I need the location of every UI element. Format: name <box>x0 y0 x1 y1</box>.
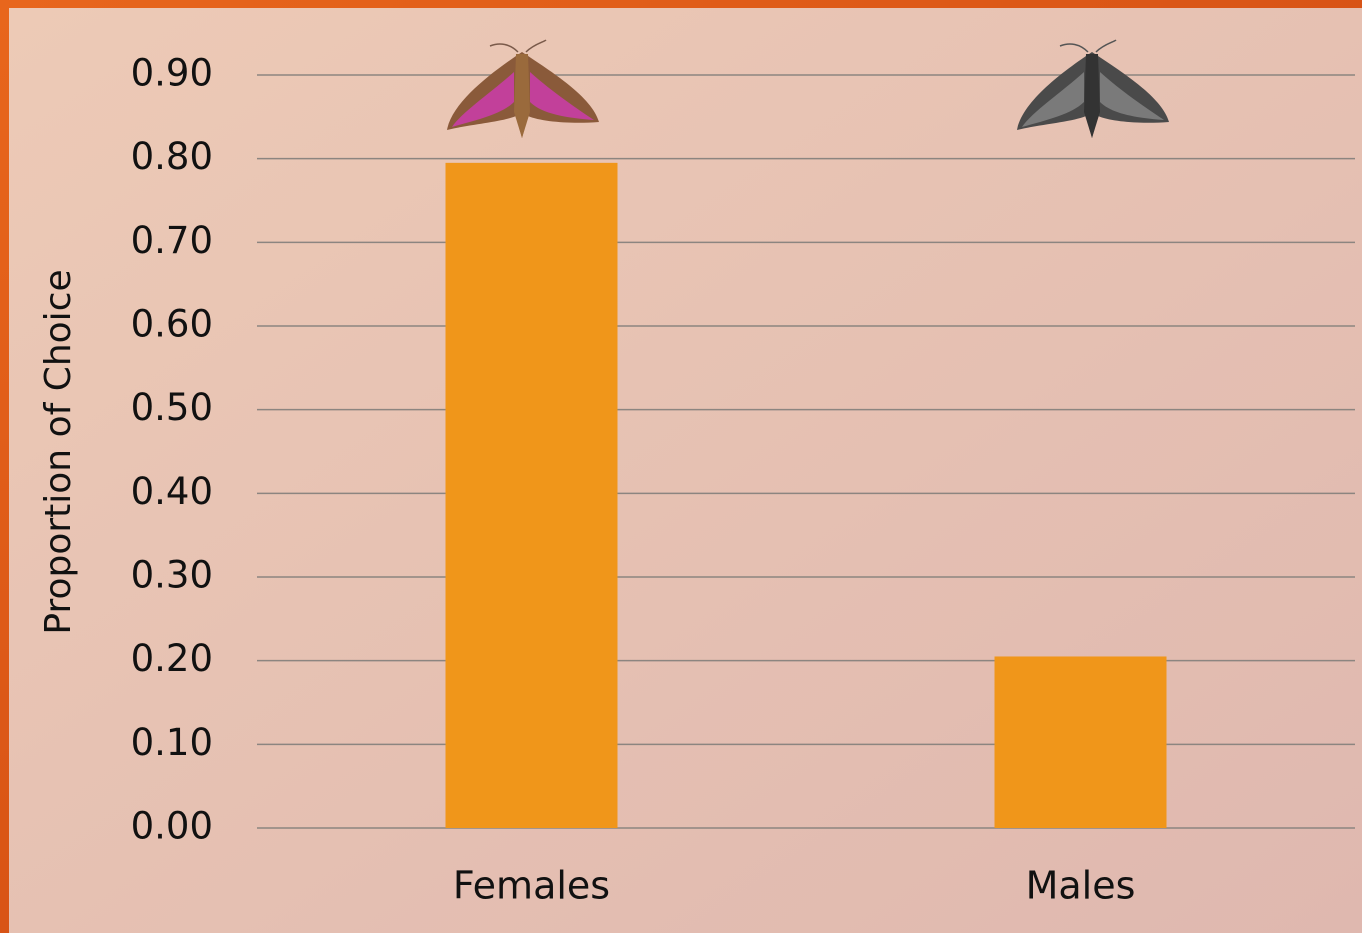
moth-icon <box>447 39 599 138</box>
y-tick-label: 0.30 <box>131 554 213 597</box>
y-tick-label: 0.20 <box>131 637 213 680</box>
bar <box>994 656 1167 828</box>
y-tick-label: 0.80 <box>131 135 213 178</box>
y-tick-label: 0.40 <box>131 470 213 513</box>
y-axis-label: Proportion of Choice <box>38 269 79 634</box>
y-tick-label: 0.00 <box>131 805 213 848</box>
x-tick-label: Males <box>1026 864 1136 908</box>
grid <box>257 74 1355 829</box>
y-tick-label: 0.70 <box>131 219 213 262</box>
bars <box>445 162 1167 829</box>
moth-icon <box>1017 39 1169 138</box>
y-tick-label: 0.60 <box>131 303 213 346</box>
bar <box>445 162 618 829</box>
y-tick-label: 0.10 <box>131 721 213 764</box>
y-tick-label: 0.90 <box>131 52 213 95</box>
y-tick-label: 0.50 <box>131 386 213 429</box>
x-tick-label: Females <box>453 864 610 908</box>
